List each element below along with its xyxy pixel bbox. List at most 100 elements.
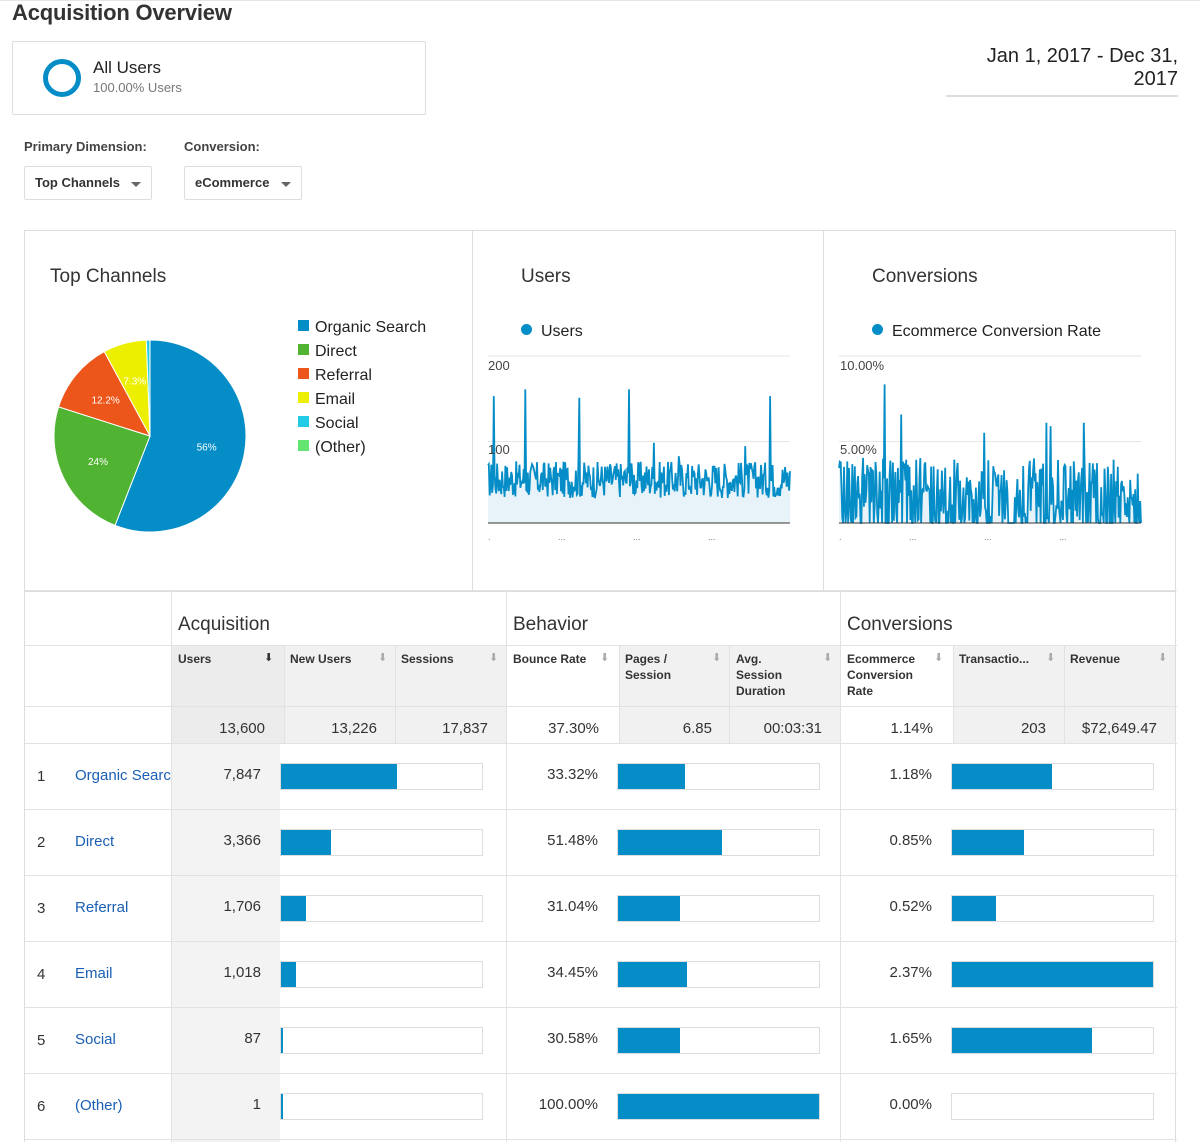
cell-ecommerce-conversion-rate: 1.65%	[889, 1030, 932, 1047]
row-divider	[25, 875, 1177, 876]
col-header-pages-session[interactable]: Pages / Session	[625, 651, 671, 683]
conversions-legend-label: Ecommerce Conversion Rate	[892, 323, 1101, 340]
conversion-dropdown[interactable]: eCommerce	[184, 166, 302, 200]
bounce-bar-fill	[618, 962, 688, 987]
page-title: Acquisition Overview	[12, 0, 232, 25]
pie-data-label: 12.2%	[91, 395, 119, 406]
pie-slice-referral[interactable]	[57, 350, 152, 437]
x-tick-label: .	[488, 532, 491, 542]
col-header-line: Avg.	[736, 652, 762, 666]
x-tick-label: ...	[984, 532, 992, 542]
sort-arrow-icon[interactable]: ⬇	[600, 652, 610, 664]
row-number: 3	[37, 900, 46, 917]
total-sessions: 17,837	[442, 720, 488, 737]
channel-link[interactable]: Email	[75, 965, 113, 982]
row-divider	[25, 590, 1177, 591]
bounce-bar-track	[617, 829, 820, 856]
col-header-bounce-rate[interactable]: Bounce Rate	[513, 652, 587, 666]
row-number: 2	[37, 834, 46, 851]
sort-arrow-icon[interactable]: ⬇	[489, 652, 499, 664]
primary-dimension-dropdown[interactable]: Top Channels	[24, 166, 152, 200]
cell-bounce-rate: 33.32%	[547, 766, 598, 783]
cell-bounce-rate: 51.48%	[547, 832, 598, 849]
sort-arrow-icon[interactable]: ⬇	[1158, 652, 1168, 664]
legend-item[interactable]: Referral	[298, 367, 372, 385]
sort-arrow-icon[interactable]: ⬇	[378, 652, 388, 664]
primary-dimension-value: Top Channels	[35, 175, 120, 190]
top-channels-pie-chart[interactable]: 56% 24% 12.2% 7.3%	[45, 331, 255, 541]
ecr-bar-fill	[952, 1028, 1092, 1053]
col-header-revenue[interactable]: Revenue	[1070, 652, 1121, 666]
col-header-ecommerce-conversion-rate[interactable]: Ecommerce Conversion Rate	[847, 651, 915, 699]
row-divider	[25, 706, 1177, 707]
sort-arrow-icon[interactable]: ⬇	[1046, 652, 1056, 664]
column-divider	[284, 645, 285, 743]
pie-slice-organic-search[interactable]	[114, 339, 247, 533]
conversions-chart-title: Conversions	[872, 266, 978, 287]
row-number: 5	[37, 1032, 46, 1049]
sort-arrow-down-icon[interactable]: ⬇	[264, 652, 274, 664]
users-bar-fill	[281, 962, 297, 987]
col-header-sessions[interactable]: Sessions	[401, 652, 454, 666]
total-ecommerce-conversion-rate: 1.14%	[890, 720, 933, 737]
col-header-users[interactable]: Users	[178, 652, 212, 666]
sort-arrow-icon[interactable]: ⬇	[934, 652, 944, 664]
legend-item[interactable]: (Other)	[298, 439, 366, 457]
legend-item[interactable]: Organic Search	[298, 319, 426, 337]
pie-slice-direct[interactable]	[53, 406, 151, 527]
legend-label: (Other)	[315, 439, 366, 456]
segment-donut-icon	[43, 59, 81, 97]
legend-item[interactable]: Email	[298, 391, 355, 409]
col-header-transactions[interactable]: Transactio...	[959, 652, 1030, 666]
column-divider	[506, 590, 507, 1142]
bounce-bar-fill	[618, 764, 685, 789]
pie-data-label: 56%	[197, 443, 217, 454]
ecr-bar-fill	[952, 830, 1025, 855]
cell-users: 87	[244, 1030, 261, 1047]
panel-divider	[823, 231, 824, 591]
chevron-down-icon	[131, 182, 141, 187]
channel-link[interactable]: Direct	[75, 833, 115, 850]
bounce-bar-track	[617, 961, 820, 988]
group-acquisition: Acquisition	[178, 614, 270, 635]
bounce-bar-fill	[618, 896, 681, 921]
header-shade	[619, 645, 841, 743]
segment-card[interactable]: All Users 100.00% Users	[12, 41, 426, 115]
col-header-new-users[interactable]: New Users	[290, 652, 352, 666]
bounce-bar-track	[617, 763, 820, 790]
row-divider	[25, 743, 1177, 744]
total-bounce-rate: 37.30%	[548, 720, 599, 737]
conversions-line-chart[interactable]: ..........	[834, 353, 1154, 553]
sort-arrow-icon[interactable]: ⬇	[712, 652, 722, 664]
legend-item[interactable]: Social	[298, 415, 359, 433]
date-range-picker[interactable]: Jan 1, 2017 - Dec 31, 2017	[946, 45, 1178, 97]
col-header-avg-session-duration[interactable]: Avg. Session Duration	[736, 651, 785, 699]
ecr-bar-track	[951, 1027, 1154, 1054]
channel-link[interactable]: (Other)	[75, 1097, 123, 1114]
users-line-chart[interactable]: ..........	[483, 353, 803, 553]
legend-label: Email	[315, 391, 356, 408]
x-tick-label: .	[839, 532, 842, 542]
row-divider	[25, 941, 1177, 942]
series-line[interactable]	[487, 389, 791, 499]
channel-link[interactable]: Organic Search	[75, 767, 171, 784]
sort-arrow-icon[interactable]: ⬇	[823, 652, 833, 664]
total-users: 13,600	[219, 720, 265, 737]
legend-item[interactable]: Direct	[298, 343, 357, 361]
x-tick-label: ...	[633, 532, 641, 542]
legend-swatch	[298, 440, 309, 452]
cell-users: 3,366	[223, 832, 261, 849]
users-bar-fill	[281, 830, 331, 855]
cell-ecommerce-conversion-rate: 0.52%	[889, 898, 932, 915]
cell-users: 1	[252, 1096, 261, 1113]
channel-link[interactable]: Social	[75, 1031, 116, 1048]
top-divider	[0, 0, 1200, 1]
channel-link[interactable]: Referral	[75, 899, 129, 916]
x-tick-label: ...	[558, 532, 566, 542]
row-divider	[25, 1007, 1177, 1008]
col-header-line: Session	[625, 668, 672, 682]
group-behavior: Behavior	[513, 614, 588, 635]
primary-dimension-label: Primary Dimension:	[24, 139, 147, 154]
row-divider	[25, 645, 1177, 646]
cell-ecommerce-conversion-rate: 0.00%	[889, 1096, 932, 1113]
